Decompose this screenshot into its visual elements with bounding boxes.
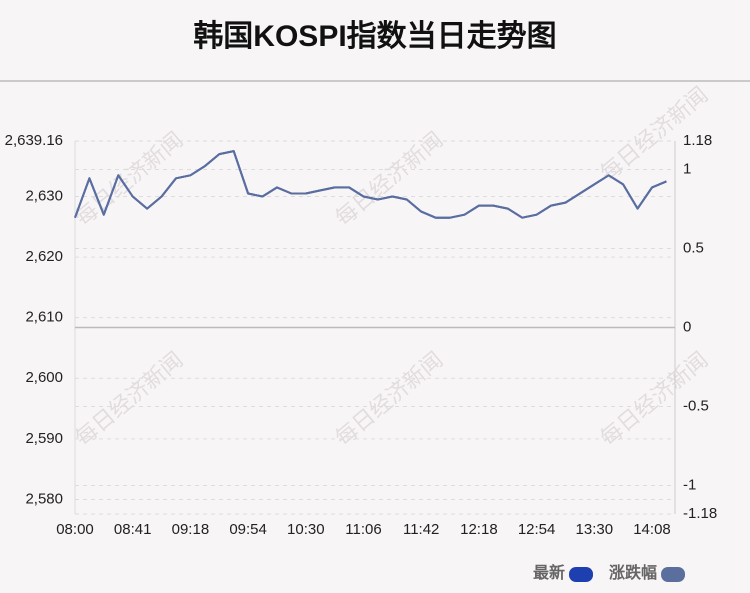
legend-swatch	[661, 567, 686, 582]
y2-tick-label: 0	[683, 318, 691, 335]
y2-tick-label: -1.18	[683, 505, 717, 522]
x-tick-label: 12:54	[518, 521, 556, 538]
y-tick-label: 2,639.16	[5, 132, 63, 149]
y2-tick-label: 1.18	[683, 132, 712, 149]
y2-tick-label: -0.5	[683, 397, 709, 414]
x-tick-label: 09:54	[229, 521, 267, 538]
legend-label: 涨跌幅	[609, 563, 657, 582]
x-tick-label: 13:30	[576, 521, 614, 538]
x-tick-label: 08:41	[114, 521, 152, 538]
x-tick-label: 10:30	[287, 521, 325, 538]
series-line	[74, 150, 667, 219]
y2-tick-label: 0.5	[683, 239, 704, 256]
legend-swatch	[569, 567, 594, 582]
y-tick-label: 2,600	[25, 369, 63, 386]
y2-tick-label: 1	[683, 160, 691, 177]
x-tick-label: 11:42	[403, 521, 439, 538]
x-tick-label: 12:18	[460, 521, 498, 538]
y-tick-label: 2,630	[25, 187, 63, 204]
x-tick-label: 14:08	[633, 521, 671, 538]
y-tick-label: 2,580	[25, 490, 63, 507]
x-tick-label: 09:18	[172, 521, 210, 538]
legend-label: 最新	[533, 563, 565, 582]
y-tick-label: 2,590	[25, 430, 63, 447]
y2-tick-label: -1	[683, 477, 696, 494]
y-tick-label: 2,610	[25, 309, 63, 326]
chart-title: 韩国KOSPI指数当日走势图	[193, 20, 556, 53]
x-tick-label: 11:06	[345, 521, 381, 538]
y-tick-label: 2,620	[25, 248, 63, 265]
x-tick-label: 08:00	[56, 521, 94, 538]
